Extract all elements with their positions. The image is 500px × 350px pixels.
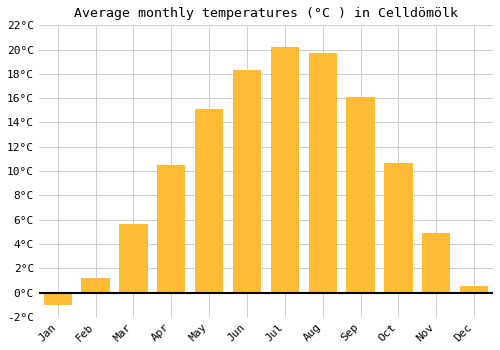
Bar [460,286,488,293]
Bar [82,278,110,293]
Bar [195,109,224,293]
Bar [384,162,412,293]
Bar [308,53,337,293]
Bar [233,70,261,293]
Bar [422,233,450,293]
Bar [346,97,375,293]
Bar [157,165,186,293]
Title: Average monthly temperatures (°C ) in Celldömölk: Average monthly temperatures (°C ) in Ce… [74,7,458,20]
Bar [119,224,148,293]
Bar [44,293,72,304]
Bar [270,47,299,293]
